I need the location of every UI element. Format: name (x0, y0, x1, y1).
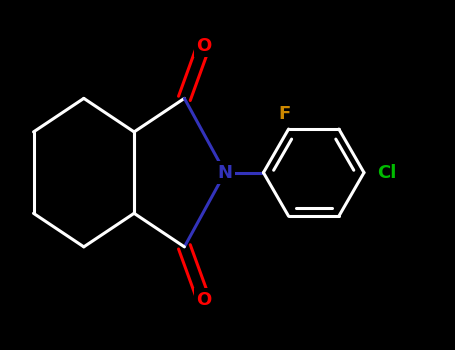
Text: O: O (196, 37, 211, 55)
Text: F: F (278, 105, 291, 123)
Text: N: N (217, 163, 233, 182)
Text: Cl: Cl (377, 163, 397, 182)
Text: O: O (196, 290, 211, 309)
